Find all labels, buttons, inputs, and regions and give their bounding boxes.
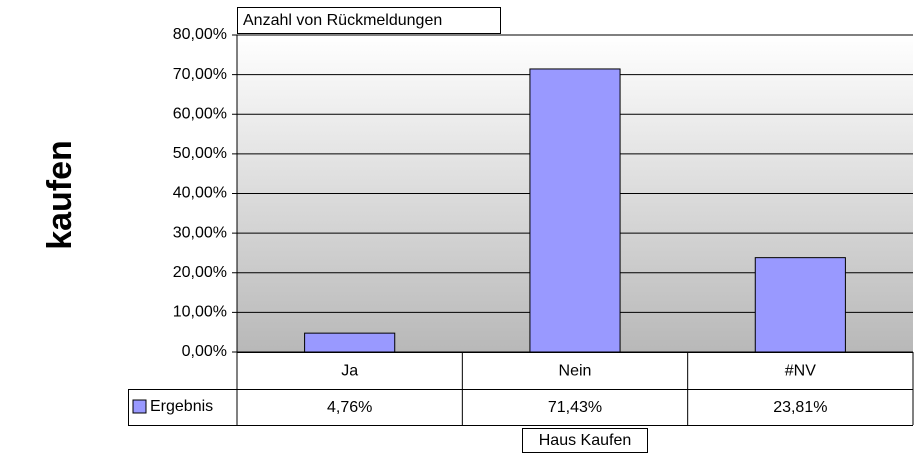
bar	[304, 332, 396, 353]
y-tick-label: 40,00%	[173, 185, 227, 202]
title-box	[237, 7, 501, 34]
y-tick-label: 80,00%	[173, 26, 227, 43]
chart-title: Anzahl von Rückmeldungen	[243, 12, 442, 29]
y-tick-label: 70,00%	[173, 66, 227, 83]
x-tick-label: Nein	[559, 363, 592, 380]
y-tick-label: 20,00%	[173, 264, 227, 281]
x-label-box	[522, 428, 648, 453]
bar	[754, 257, 846, 353]
y-tick-label: 10,00%	[173, 304, 227, 321]
x-tick-label: Ja	[341, 363, 358, 380]
y-axis-label: kaufen	[41, 140, 79, 250]
legend-label: Ergebnis	[150, 398, 213, 415]
data-label: 23,81%	[773, 399, 827, 416]
y-tick-label: 60,00%	[173, 105, 227, 122]
data-label: 4,76%	[327, 399, 372, 416]
bar	[529, 68, 621, 353]
y-tick-label: 50,00%	[173, 145, 227, 162]
legend-swatch	[132, 399, 147, 414]
data-label: 71,43%	[548, 399, 602, 416]
x-tick-label: #NV	[785, 363, 816, 380]
x-axis-label: Haus Kaufen	[539, 432, 632, 449]
y-tick-label: 0,00%	[182, 343, 227, 360]
y-tick-label: 30,00%	[173, 224, 227, 241]
